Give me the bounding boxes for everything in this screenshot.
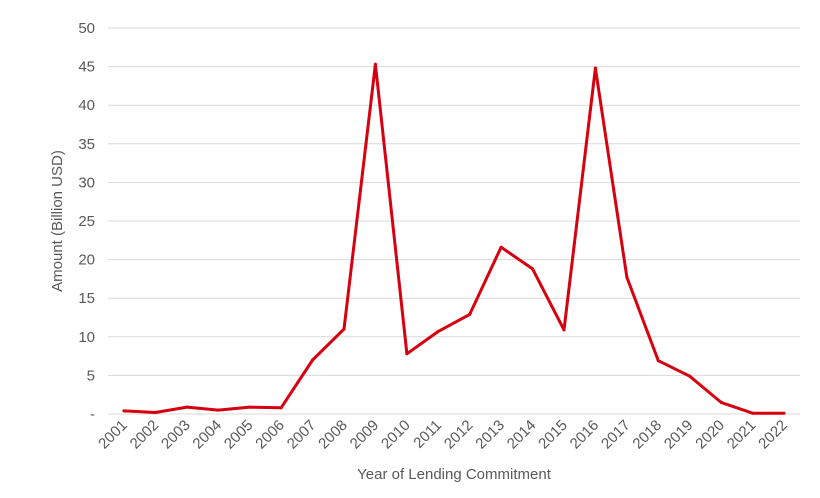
data-point-2010 bbox=[405, 352, 409, 356]
x-tick-label: 2003 bbox=[158, 417, 194, 453]
y-tick-label: 15 bbox=[78, 290, 95, 307]
x-tick-label: 2017 bbox=[598, 417, 634, 453]
y-tick-label: 40 bbox=[78, 97, 95, 114]
data-point-2019 bbox=[688, 374, 692, 378]
x-tick-label: 2022 bbox=[755, 417, 791, 453]
x-tick-label: 2019 bbox=[661, 417, 697, 453]
data-point-2006 bbox=[279, 406, 283, 410]
x-axis-title: Year of Lending Commitment bbox=[357, 466, 552, 483]
x-tick-label: 2006 bbox=[252, 417, 288, 453]
gridlines bbox=[108, 27, 800, 415]
data-point-2011 bbox=[436, 329, 440, 333]
x-tick-label: 2011 bbox=[410, 417, 445, 452]
x-tick-label: 2013 bbox=[472, 417, 508, 453]
y-tick-label: 45 bbox=[78, 59, 95, 76]
x-tick-label: 2008 bbox=[315, 417, 351, 453]
y-tick-label: 35 bbox=[78, 136, 95, 153]
x-tick-label: 2010 bbox=[378, 417, 414, 453]
data-point-2020 bbox=[719, 400, 723, 404]
x-tick-label: 2005 bbox=[221, 417, 257, 453]
x-tick-label: 2018 bbox=[629, 417, 665, 453]
x-tick-label: 2015 bbox=[535, 417, 571, 453]
y-tick-label: 25 bbox=[78, 213, 95, 230]
y-tick-label: 10 bbox=[78, 329, 95, 346]
x-tick-label: 2012 bbox=[441, 417, 477, 453]
x-tick-label: 2009 bbox=[347, 417, 383, 453]
y-tick-label: 30 bbox=[78, 174, 95, 191]
y-tick-label: 20 bbox=[78, 252, 95, 269]
data-point-2012 bbox=[468, 312, 472, 316]
data-point-2009 bbox=[373, 62, 377, 66]
x-tick-label: 2007 bbox=[284, 417, 320, 453]
y-tick-label: 50 bbox=[78, 20, 95, 37]
x-tick-label: 2002 bbox=[127, 417, 163, 453]
x-tick-label: 2016 bbox=[567, 417, 603, 453]
y-tick-label: - bbox=[90, 406, 95, 423]
data-point-2001 bbox=[122, 409, 126, 413]
x-tick-label: 2004 bbox=[189, 417, 225, 453]
data-point-2007 bbox=[311, 358, 315, 362]
data-point-2003 bbox=[185, 405, 189, 409]
x-tick-label: 2014 bbox=[504, 417, 540, 453]
data-point-2022 bbox=[782, 411, 786, 415]
x-axis-ticks: 2001200220032004200520062007200820092010… bbox=[95, 417, 791, 453]
series-amount bbox=[122, 62, 786, 415]
y-axis-ticks: - 5 10 15 20 25 30 35 40 45 50 bbox=[78, 20, 95, 423]
data-point-2018 bbox=[656, 359, 660, 363]
y-tick-label: 5 bbox=[87, 367, 95, 384]
y-axis-title: Amount (Billion USD) bbox=[49, 150, 66, 292]
data-point-2005 bbox=[248, 405, 252, 409]
data-point-2021 bbox=[751, 411, 755, 415]
data-point-2004 bbox=[216, 408, 220, 412]
data-point-2002 bbox=[153, 410, 157, 414]
data-point-2016 bbox=[593, 66, 597, 70]
series-line bbox=[122, 62, 786, 415]
x-tick-label: 2001 bbox=[95, 417, 131, 453]
data-point-2015 bbox=[562, 328, 566, 332]
x-tick-label: 2021 bbox=[724, 417, 760, 453]
data-point-2013 bbox=[499, 245, 503, 249]
data-point-2017 bbox=[625, 275, 629, 279]
data-point-2008 bbox=[342, 327, 346, 331]
x-tick-label: 2020 bbox=[692, 417, 728, 453]
data-point-2014 bbox=[531, 267, 535, 271]
